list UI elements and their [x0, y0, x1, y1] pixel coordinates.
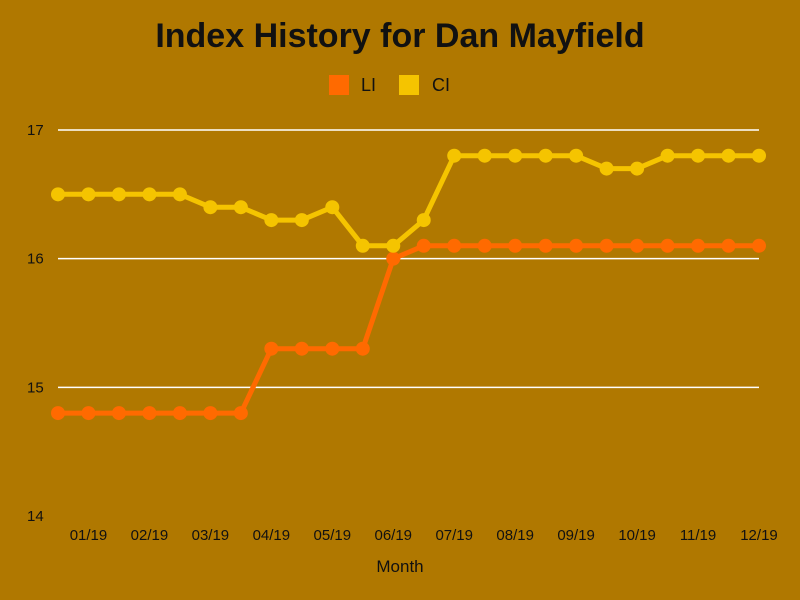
x-tick-label: 04/19 [253, 527, 291, 544]
series-line-ci [55, 153, 762, 249]
data-point-li [325, 341, 340, 356]
x-tick-label: 09/19 [557, 527, 595, 544]
data-point-li [294, 341, 309, 356]
data-point-li [752, 238, 766, 253]
data-point-li [630, 238, 645, 253]
data-point-li [599, 238, 614, 253]
data-point-ci [142, 187, 157, 202]
data-point-li [569, 238, 584, 253]
data-point-ci [294, 213, 309, 228]
legend-swatch-ci [399, 75, 419, 95]
data-point-ci [264, 213, 279, 228]
data-point-ci [691, 148, 706, 163]
data-point-ci [355, 238, 370, 253]
data-point-ci [752, 148, 766, 163]
legend-swatch-li [329, 75, 349, 95]
legend-label-li: LI [361, 75, 376, 95]
data-point-li [508, 238, 523, 253]
data-point-ci [569, 148, 584, 163]
x-tick-label: 01/19 [70, 527, 108, 544]
series-ci [51, 148, 766, 253]
x-tick-label: 08/19 [496, 527, 534, 544]
y-tick-label: 15 [27, 379, 44, 396]
legend: LI CI [329, 75, 450, 95]
series-li [51, 238, 766, 421]
y-tick-label: 16 [27, 251, 44, 268]
data-point-ci [477, 148, 492, 163]
series-layer [51, 148, 766, 421]
data-point-li [416, 238, 431, 253]
data-point-ci [386, 238, 401, 253]
data-point-li [386, 251, 401, 266]
data-point-ci [599, 161, 614, 176]
x-axis-ticks: 01/19 02/19 03/19 04/19 05/19 06/19 07/19 08/19… [70, 527, 778, 544]
legend-label-ci: CI [432, 75, 450, 95]
data-point-li [660, 238, 675, 253]
data-point-ci [721, 148, 736, 163]
data-point-ci [447, 148, 462, 163]
data-point-ci [416, 213, 431, 228]
data-point-li [691, 238, 706, 253]
data-point-ci [630, 161, 645, 176]
y-tick-label: 14 [27, 508, 44, 525]
data-point-ci [172, 187, 187, 202]
x-tick-label: 07/19 [435, 527, 473, 544]
x-axis-label: Month [376, 557, 423, 576]
x-tick-label: 03/19 [192, 527, 230, 544]
data-point-ci [508, 148, 523, 163]
data-point-li [203, 406, 218, 421]
data-point-ci [81, 187, 96, 202]
data-point-li [721, 238, 736, 253]
y-tick-label: 17 [27, 122, 44, 139]
data-point-li [81, 406, 96, 421]
x-tick-label: 02/19 [131, 527, 169, 544]
data-point-ci [325, 200, 340, 215]
data-point-ci [660, 148, 675, 163]
data-point-ci [233, 200, 248, 215]
data-point-li [264, 341, 279, 356]
data-point-ci [538, 148, 553, 163]
chart-title: Index History for Dan Mayfield [155, 17, 644, 55]
data-point-li [51, 406, 65, 421]
grid [58, 129, 759, 389]
data-point-li [355, 341, 370, 356]
data-point-li [233, 406, 248, 421]
x-tick-label: 05/19 [314, 527, 352, 544]
data-point-li [538, 238, 553, 253]
x-tick-label: 10/19 [618, 527, 656, 544]
data-point-ci [51, 187, 65, 202]
x-tick-label: 11/19 [680, 527, 716, 544]
data-point-li [172, 406, 187, 421]
x-tick-label: 06/19 [374, 527, 412, 544]
data-point-ci [111, 187, 126, 202]
data-point-li [477, 238, 492, 253]
y-axis-ticks: 14 15 16 17 [27, 122, 44, 525]
data-point-li [111, 406, 126, 421]
data-point-li [447, 238, 462, 253]
data-point-li [142, 406, 157, 421]
x-tick-label: 12/19 [740, 527, 778, 544]
data-point-ci [203, 200, 218, 215]
